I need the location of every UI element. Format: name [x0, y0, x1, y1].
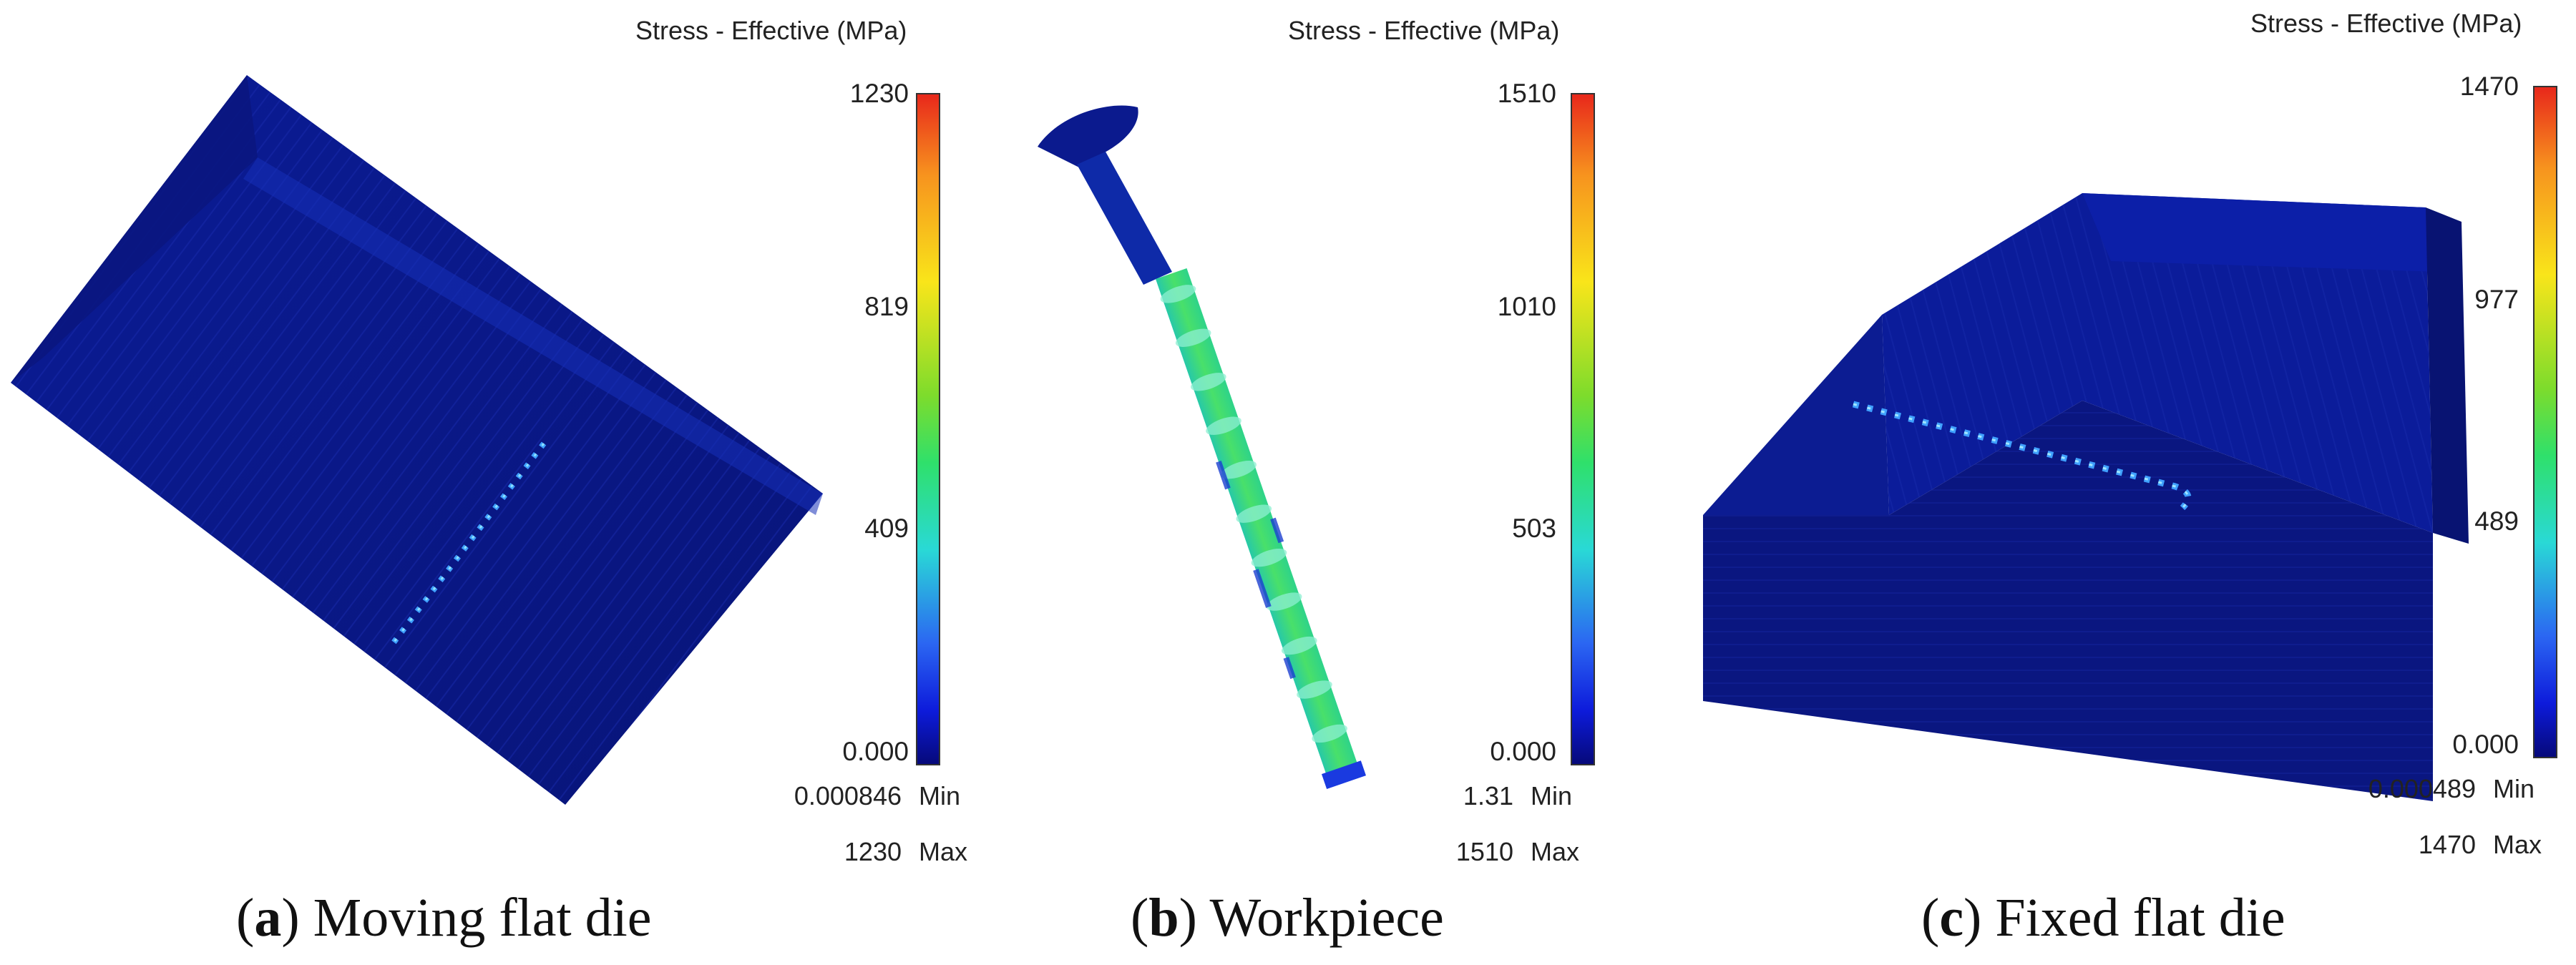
panel-moving-flat-die: Stress - Effective (MPa) 1230 819 409 0.…	[0, 0, 967, 965]
max-readout: 1230 Max	[716, 837, 983, 867]
min-label: Min	[1531, 781, 1573, 810]
stress-colorbar	[1571, 93, 1595, 765]
tick-upper: 977	[2474, 285, 2519, 314]
legend-title: Stress - Effective (MPa)	[635, 16, 907, 45]
max-value: 1470	[2418, 830, 2476, 859]
caption-a: (a) Moving flat die	[236, 888, 652, 948]
max-value: 1510	[1455, 837, 1513, 866]
tick-upper: 819	[864, 292, 909, 321]
max-label: Max	[2493, 830, 2542, 859]
moving-die-model	[11, 75, 823, 805]
max-label: Max	[1531, 837, 1580, 866]
max-label: Max	[919, 837, 968, 866]
panel-workpiece: Stress - Effective (MPa) 1510 1010 503 0…	[959, 0, 1682, 965]
min-value: 0.000846	[794, 781, 902, 810]
panel-fixed-flat-die: Stress - Effective (MPa) 1470 977 489 0.…	[1682, 0, 2576, 965]
min-value: 0.000489	[2368, 774, 2476, 803]
tick-zero: 0.000	[1490, 737, 1556, 766]
tick-max: 1230	[849, 79, 909, 108]
min-readout: 1.31 Min	[1327, 781, 1595, 811]
tick-upper: 1010	[1497, 292, 1556, 321]
stress-colorbar	[2533, 86, 2557, 758]
tick-zero: 0.000	[2452, 730, 2519, 759]
min-label: Min	[2493, 774, 2535, 803]
min-label: Min	[919, 781, 961, 810]
legend-title: Stress - Effective (MPa)	[2250, 9, 2522, 38]
max-value: 1230	[844, 837, 902, 866]
tick-lower: 489	[2474, 506, 2519, 536]
max-readout: 1470 Max	[2290, 830, 2557, 860]
tick-max: 1470	[2459, 72, 2519, 101]
tick-max: 1510	[1497, 79, 1556, 108]
tick-lower: 503	[1512, 514, 1556, 543]
stress-colorbar	[916, 93, 940, 765]
min-readout: 0.000846 Min	[716, 781, 983, 811]
caption-b: (b) Workpiece	[1131, 888, 1444, 948]
tick-lower: 409	[864, 514, 909, 543]
min-value: 1.31	[1463, 781, 1513, 810]
max-readout: 1510 Max	[1327, 837, 1595, 867]
fixed-die-model	[1703, 193, 2469, 801]
workpiece-model	[1038, 105, 1366, 789]
legend-title: Stress - Effective (MPa)	[1288, 16, 1560, 45]
min-readout: 0.000489 Min	[2290, 774, 2557, 804]
caption-c: (c) Fixed flat die	[1921, 888, 2285, 948]
tick-zero: 0.000	[842, 737, 909, 766]
